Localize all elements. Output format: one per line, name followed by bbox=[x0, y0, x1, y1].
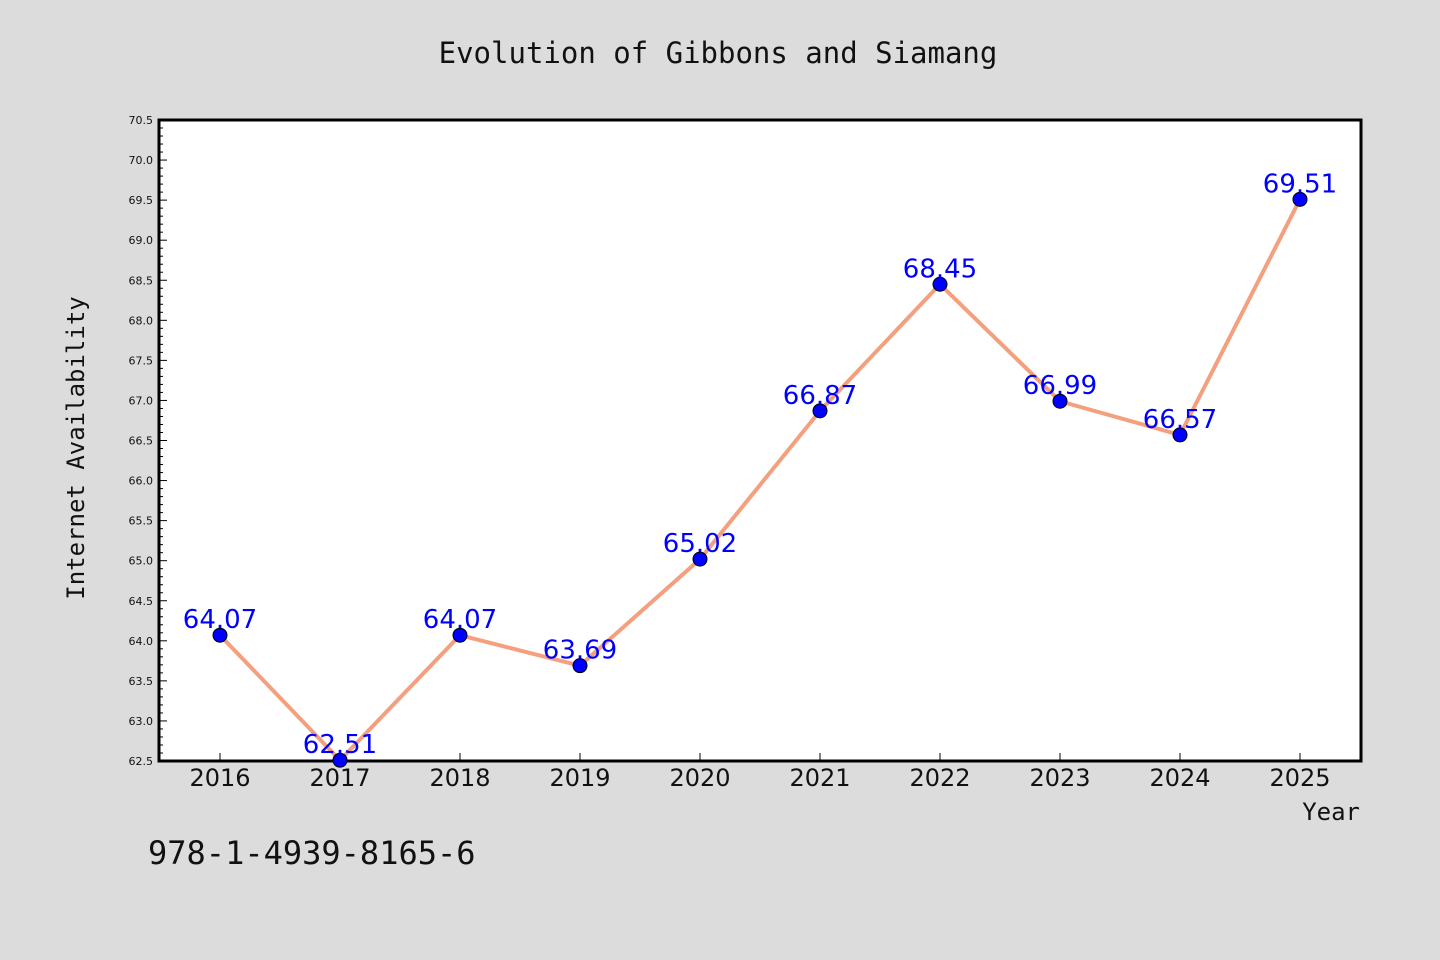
x-tick-label: 2023 bbox=[1029, 764, 1090, 792]
y-tick-label: 68.0 bbox=[129, 314, 154, 327]
data-point bbox=[692, 551, 708, 567]
data-label: 66.87 bbox=[783, 381, 857, 411]
series-line bbox=[218, 197, 1302, 763]
data-point bbox=[1292, 191, 1308, 207]
x-tick-label: 2017 bbox=[309, 764, 370, 792]
data-label: 64.07 bbox=[423, 605, 497, 635]
y-tick-label: 66.0 bbox=[129, 475, 154, 488]
data-label: 63.69 bbox=[543, 636, 617, 666]
data-point bbox=[572, 658, 588, 674]
y-tick-label: 70.0 bbox=[129, 154, 154, 167]
data-point bbox=[332, 752, 348, 768]
y-tick-label: 63.0 bbox=[129, 715, 154, 728]
data-label: 62.51 bbox=[303, 730, 377, 760]
data-point bbox=[1172, 427, 1188, 443]
x-tick-label: 2025 bbox=[1269, 764, 1330, 792]
x-tick-label: 2016 bbox=[189, 764, 250, 792]
x-tick-label: 2022 bbox=[909, 764, 970, 792]
data-label: 68.45 bbox=[903, 254, 977, 284]
y-axis-label: Internet Availability bbox=[62, 296, 90, 599]
plot-area bbox=[157, 118, 1363, 763]
annotation-text: 978-1-4939-8165-6 bbox=[148, 834, 476, 872]
y-tick-label: 65.5 bbox=[129, 515, 154, 528]
x-axis: 2016 2017 2018 2019 2020 2021 2022 2023 2024 2025 bbox=[189, 753, 1331, 792]
data-label: 64.07 bbox=[183, 605, 257, 635]
x-tick-label: 2018 bbox=[429, 764, 490, 792]
x-tick-label: 2021 bbox=[789, 764, 850, 792]
data-point bbox=[932, 276, 948, 292]
data-point bbox=[452, 627, 468, 643]
x-axis-label: Year bbox=[1302, 798, 1360, 826]
x-tick-label: 2020 bbox=[669, 764, 730, 792]
data-label: 65.02 bbox=[663, 529, 737, 559]
data-point bbox=[212, 627, 228, 643]
y-axis: 62.5 63.0 63.5 64.0 64.5 65.0 65.5 66.0 66.5 67.0… bbox=[129, 114, 167, 768]
data-label: 69.51 bbox=[1263, 169, 1337, 199]
x-tick-label: 2024 bbox=[1149, 764, 1210, 792]
y-tick-label: 67.0 bbox=[129, 394, 154, 407]
data-label: 66.57 bbox=[1143, 405, 1217, 435]
y-tick-label: 69.5 bbox=[129, 194, 154, 207]
y-tick-label: 70.5 bbox=[129, 114, 154, 127]
chart-title: Evolution of Gibbons and Siamang bbox=[439, 36, 998, 70]
y-tick-label: 65.0 bbox=[129, 555, 154, 568]
y-tick-label: 66.5 bbox=[129, 435, 154, 448]
series-layer: 64.07 62.51 64.07 63.69 65.02 66.87 68.45 66.99… bbox=[183, 169, 1337, 768]
y-tick-label: 64.5 bbox=[129, 595, 154, 608]
y-tick-label: 62.5 bbox=[129, 755, 154, 768]
data-point bbox=[1052, 393, 1068, 409]
data-point bbox=[812, 403, 828, 419]
y-tick-label: 68.5 bbox=[129, 274, 154, 287]
data-label: 66.99 bbox=[1023, 371, 1097, 401]
y-tick-label: 64.0 bbox=[129, 635, 154, 648]
x-tick-label: 2019 bbox=[549, 764, 610, 792]
y-tick-label: 69.0 bbox=[129, 234, 154, 247]
y-tick-label: 67.5 bbox=[129, 354, 154, 367]
y-tick-label: 63.5 bbox=[129, 675, 154, 688]
